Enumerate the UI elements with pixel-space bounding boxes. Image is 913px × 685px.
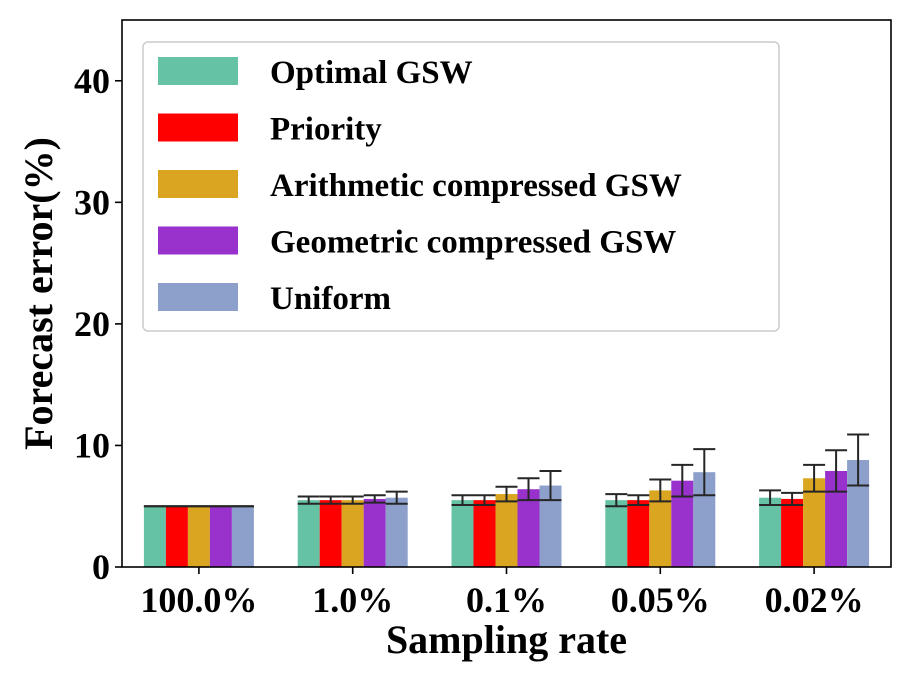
error-bar bbox=[319, 495, 342, 505]
legend-label: Geometric compressed GSW bbox=[270, 225, 676, 261]
bar-arithmetic-compressed-gsw-0 bbox=[187, 506, 210, 567]
error-bar bbox=[539, 469, 562, 502]
bar-priority-3 bbox=[627, 500, 650, 567]
error-bar bbox=[759, 489, 782, 507]
bar-geometric-compressed-gsw-2 bbox=[517, 489, 540, 567]
error-bar bbox=[341, 495, 364, 505]
bar-optimal-gsw-1 bbox=[297, 500, 320, 567]
legend-swatch bbox=[158, 283, 238, 311]
error-bar bbox=[693, 448, 716, 497]
y-tick-label: 10 bbox=[74, 425, 110, 465]
error-bar bbox=[825, 449, 848, 493]
bar-geometric-compressed-gsw-1 bbox=[363, 498, 386, 567]
bar-arithmetic-compressed-gsw-4 bbox=[803, 478, 826, 567]
x-tick-label: 1.0% bbox=[312, 580, 393, 620]
legend-label: Priority bbox=[270, 112, 382, 148]
bar-priority-4 bbox=[781, 498, 804, 567]
bar-optimal-gsw-3 bbox=[605, 500, 628, 567]
legend-swatch bbox=[158, 57, 238, 85]
error-bar bbox=[781, 491, 804, 507]
legend-swatch bbox=[158, 170, 238, 198]
x-axis-label: Sampling rate bbox=[386, 617, 627, 662]
bar-priority-2 bbox=[473, 500, 496, 567]
legend-label: Uniform bbox=[270, 281, 391, 317]
error-bar bbox=[297, 495, 320, 505]
legend: Optimal GSW Priority Arithmetic compressed… bbox=[142, 41, 780, 332]
error-bar bbox=[517, 477, 540, 502]
bar-uniform-2 bbox=[539, 485, 562, 567]
error-bar bbox=[495, 485, 518, 503]
bar-geometric-compressed-gsw-4 bbox=[825, 470, 848, 567]
bar-arithmetic-compressed-gsw-1 bbox=[341, 500, 364, 567]
bar-priority-1 bbox=[319, 500, 342, 567]
error-bar bbox=[605, 493, 628, 508]
error-bar bbox=[363, 494, 386, 504]
x-tick-label: 100.0% bbox=[140, 580, 257, 620]
error-bar bbox=[627, 494, 650, 507]
error-bar bbox=[473, 494, 496, 507]
x-tick-label: 0.02% bbox=[765, 580, 864, 620]
x-tick-label: 0.1% bbox=[466, 580, 547, 620]
y-tick-label: 20 bbox=[74, 304, 110, 344]
x-axis-ticks: 100.0% 1.0% 0.1% 0.05% 0.02% bbox=[140, 567, 864, 620]
error-bar bbox=[671, 463, 694, 498]
y-axis-ticks: 0 10 20 30 40 bbox=[74, 61, 122, 587]
x-tick-label: 0.05% bbox=[611, 580, 710, 620]
legend-swatch bbox=[158, 113, 238, 142]
error-bar bbox=[803, 463, 826, 493]
y-tick-label: 40 bbox=[74, 61, 110, 101]
bar-optimal-gsw-0 bbox=[143, 506, 166, 567]
bar-geometric-compressed-gsw-3 bbox=[671, 480, 694, 567]
legend-label: Optimal GSW bbox=[270, 55, 473, 91]
error-bar bbox=[385, 490, 408, 505]
error-bar bbox=[451, 494, 474, 507]
legend-swatch bbox=[158, 226, 238, 255]
error-bars-layer bbox=[143, 433, 870, 508]
bar-uniform-4 bbox=[847, 460, 870, 567]
error-bar bbox=[649, 478, 672, 503]
error-bar bbox=[847, 433, 870, 487]
y-tick-label: 30 bbox=[74, 182, 110, 222]
legend-box bbox=[142, 41, 780, 332]
bar-optimal-gsw-2 bbox=[451, 500, 474, 567]
bar-priority-0 bbox=[165, 506, 188, 567]
bar-uniform-1 bbox=[385, 497, 408, 567]
legend-label: Arithmetic compressed GSW bbox=[270, 168, 682, 204]
y-tick-label: 0 bbox=[92, 547, 110, 587]
y-axis-label: Forecast error(%) bbox=[16, 137, 61, 450]
bar-arithmetic-compressed-gsw-2 bbox=[495, 494, 518, 567]
bar-geometric-compressed-gsw-0 bbox=[209, 506, 232, 567]
bar-arithmetic-compressed-gsw-3 bbox=[649, 490, 672, 567]
bar-optimal-gsw-4 bbox=[759, 497, 782, 567]
bars-layer bbox=[143, 460, 870, 567]
bar-uniform-0 bbox=[231, 506, 254, 567]
